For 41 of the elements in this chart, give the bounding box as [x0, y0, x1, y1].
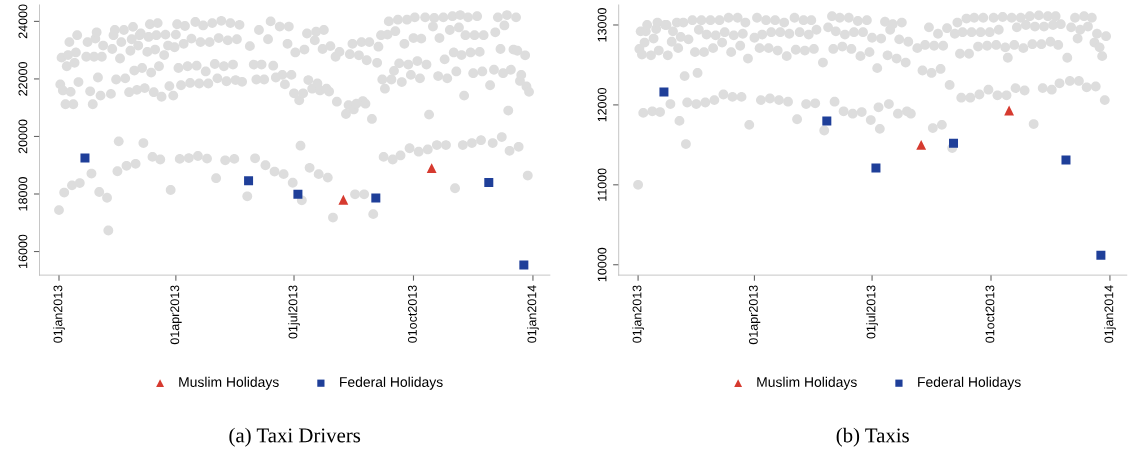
x-tick-label: 01jan2014 — [527, 285, 539, 343]
point — [293, 189, 303, 199]
y-tick-label: 16000 — [18, 234, 28, 268]
point — [1004, 105, 1015, 116]
point — [949, 138, 959, 148]
y-tick-label: 10000 — [597, 247, 607, 282]
y-tick-label: 12000 — [597, 88, 607, 122]
x-tick-label: 01jan2013 — [53, 285, 65, 343]
x-tick-label: 01jul2013 — [288, 285, 300, 339]
point — [338, 194, 349, 205]
legend-label: Muslim Holidays — [179, 376, 279, 390]
point — [916, 139, 927, 150]
point — [1061, 155, 1071, 165]
point — [1096, 250, 1106, 260]
point — [426, 163, 437, 174]
text: (b) Taxis — [836, 427, 909, 447]
y-tick-label: 18000 — [18, 177, 28, 211]
x-tick-label: 01apr2013 — [748, 285, 761, 345]
x-tick-label: 01oct2013 — [407, 285, 417, 343]
point — [244, 176, 254, 186]
point — [519, 260, 529, 270]
point — [80, 153, 90, 163]
y-tick-label: 20000 — [18, 119, 28, 154]
point — [822, 116, 832, 126]
point — [871, 163, 881, 173]
x-tick-label: 01oct2013 — [985, 285, 995, 343]
point — [659, 87, 669, 97]
point — [371, 193, 381, 203]
y-tick-label: 13000 — [597, 8, 607, 42]
legend-label: Federal Holidays — [918, 376, 1021, 390]
x-tick-label: 01jan2014 — [1104, 285, 1116, 343]
x-tick-label: 01jul2013 — [866, 285, 878, 339]
y-tick-label: 11000 — [597, 168, 607, 201]
text: (a) Taxi Drivers — [229, 427, 361, 447]
y-tick-label: 22000 — [18, 62, 28, 96]
legend-label: Muslim Holidays — [757, 376, 857, 390]
y-tick-label: 24000 — [18, 4, 28, 39]
x-tick-label: 01apr2013 — [170, 285, 182, 345]
point — [484, 177, 494, 187]
x-tick-label: 01jan2013 — [632, 285, 644, 343]
legend-label: Federal Holidays — [340, 376, 443, 390]
